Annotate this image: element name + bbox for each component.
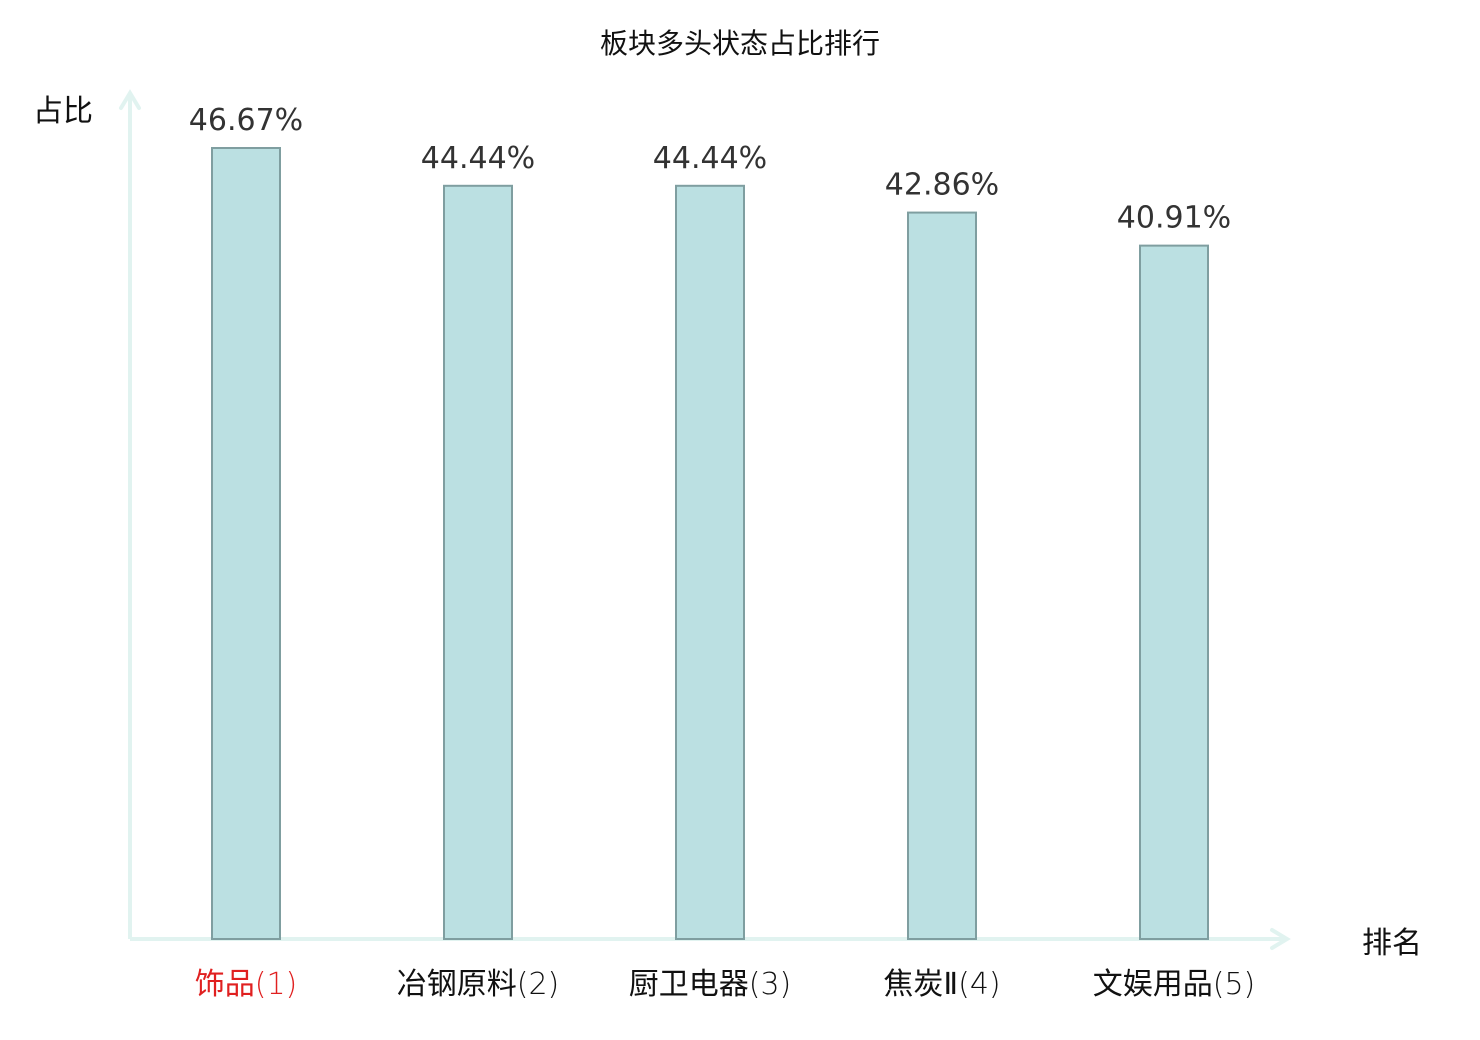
value-label-1: 46.67% — [189, 103, 303, 138]
category-label-4: 焦炭Ⅱ(4) — [883, 967, 1000, 1002]
bar-5 — [1139, 244, 1209, 941]
chart-title: 板块多头状态占比排行 — [600, 27, 880, 60]
category-label-5: 文娱用品(5) — [1093, 967, 1256, 1002]
value-labels-group: 46.67% 44.44% 44.44% 42.86% 40.91% — [189, 103, 1231, 236]
category-rank: (5) — [1213, 967, 1256, 1002]
category-label-1: 饰品(1) — [195, 967, 298, 1002]
bar-4 — [907, 211, 977, 940]
bar-3 — [675, 184, 745, 941]
y-axis-label: 占比 — [33, 94, 93, 129]
bar-1 — [211, 147, 281, 940]
bars-group — [211, 147, 1209, 941]
category-label-3: 厨卫电器(3) — [629, 967, 792, 1002]
value-label-5: 40.91% — [1117, 201, 1231, 236]
x-axis-arrow — [1270, 928, 1291, 950]
category-name: 饰品 — [195, 967, 255, 1002]
bar-2 — [443, 184, 513, 941]
category-name: 厨卫电器 — [629, 967, 749, 1002]
value-label-3: 44.44% — [653, 141, 767, 176]
category-rank: (3) — [749, 967, 792, 1002]
category-label-2: 冶钢原料(2) — [397, 967, 560, 1002]
value-label-4: 42.86% — [885, 168, 999, 203]
y-axis-arrow — [119, 89, 141, 110]
category-name: 焦炭Ⅱ — [883, 967, 958, 1002]
category-name: 文娱用品 — [1093, 967, 1213, 1002]
category-rank: (4) — [958, 967, 1001, 1002]
category-rank: (1) — [255, 967, 298, 1002]
category-labels-group: 饰品(1) 冶钢原料(2) 厨卫电器(3) 焦炭Ⅱ(4) 文娱用品(5) — [195, 967, 1256, 1002]
x-axis-label: 排名 — [1362, 926, 1422, 961]
value-label-2: 44.44% — [421, 141, 535, 176]
category-rank: (2) — [517, 967, 560, 1002]
category-name: 冶钢原料 — [397, 967, 517, 1002]
